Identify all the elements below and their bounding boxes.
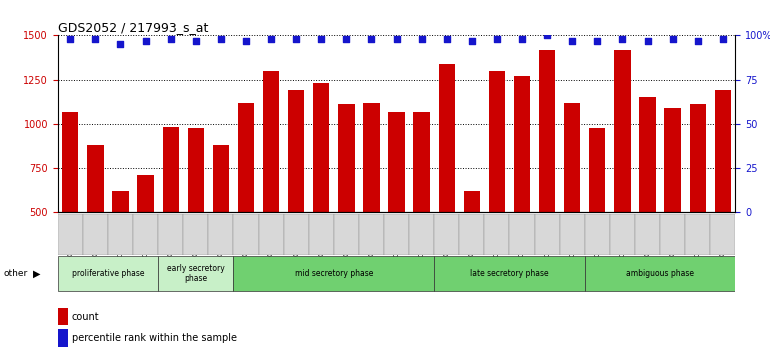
FancyBboxPatch shape [534,214,560,255]
Text: percentile rank within the sample: percentile rank within the sample [72,333,236,343]
Text: early secretory
phase: early secretory phase [167,264,225,283]
Point [340,36,353,42]
Bar [188,128,204,301]
Text: late secretory phase: late secretory phase [470,269,549,278]
FancyBboxPatch shape [259,214,283,255]
Bar [58,329,68,347]
Bar [313,83,330,301]
Bar [614,50,631,301]
Bar [690,104,706,301]
FancyBboxPatch shape [83,214,108,255]
Bar [137,175,154,301]
Bar [464,191,480,301]
FancyBboxPatch shape [133,214,158,255]
Bar [263,71,280,301]
Text: other: other [3,269,27,278]
Point [365,36,377,42]
FancyBboxPatch shape [510,214,534,255]
FancyBboxPatch shape [560,214,584,255]
Point [717,36,729,42]
FancyBboxPatch shape [108,214,133,255]
Bar [62,113,79,301]
FancyBboxPatch shape [409,214,434,255]
FancyBboxPatch shape [610,214,635,255]
Bar [413,112,430,301]
FancyBboxPatch shape [710,214,735,255]
Text: proliferative phase: proliferative phase [72,269,144,278]
Point [516,36,528,42]
Point [416,36,428,42]
Point [139,38,152,44]
Bar [439,64,455,301]
Bar [564,103,581,301]
Point [466,38,478,44]
Text: mid secretory phase: mid secretory phase [295,269,373,278]
FancyBboxPatch shape [309,214,334,255]
Point [591,38,604,44]
Bar [665,108,681,301]
FancyBboxPatch shape [158,256,233,291]
Text: ambiguous phase: ambiguous phase [626,269,694,278]
Bar [112,191,129,301]
Bar [58,308,68,325]
Bar [338,104,354,301]
Bar [288,90,304,301]
FancyBboxPatch shape [434,214,459,255]
Point [64,36,76,42]
Point [290,36,303,42]
Point [315,36,327,42]
FancyBboxPatch shape [209,214,233,255]
Point [114,41,126,47]
FancyBboxPatch shape [334,214,359,255]
FancyBboxPatch shape [359,214,384,255]
Bar [639,97,656,301]
Bar [514,76,531,301]
FancyBboxPatch shape [584,214,610,255]
FancyBboxPatch shape [233,214,259,255]
Point [440,36,453,42]
Bar [162,127,179,301]
Point [265,36,277,42]
FancyBboxPatch shape [233,256,434,291]
Text: ▶: ▶ [33,268,41,279]
FancyBboxPatch shape [660,214,685,255]
Bar [489,71,505,301]
Point [616,36,628,42]
FancyBboxPatch shape [685,214,710,255]
Point [165,36,177,42]
FancyBboxPatch shape [384,214,409,255]
Bar [715,90,731,301]
Point [641,38,654,44]
FancyBboxPatch shape [283,214,309,255]
Bar [388,112,405,301]
Point [215,36,227,42]
Bar [238,103,254,301]
FancyBboxPatch shape [158,214,183,255]
Point [490,36,503,42]
Bar [213,145,229,301]
Point [691,38,704,44]
FancyBboxPatch shape [635,214,660,255]
Point [89,36,102,42]
Bar [589,128,605,301]
Text: count: count [72,312,99,322]
Point [239,38,252,44]
Point [189,38,202,44]
FancyBboxPatch shape [58,256,158,291]
FancyBboxPatch shape [459,214,484,255]
FancyBboxPatch shape [434,256,584,291]
FancyBboxPatch shape [58,214,83,255]
FancyBboxPatch shape [183,214,209,255]
FancyBboxPatch shape [484,214,510,255]
Bar [363,103,380,301]
Point [390,36,403,42]
Point [667,36,679,42]
Bar [539,50,555,301]
Bar [87,145,103,301]
Point [541,33,554,38]
Point [566,38,578,44]
FancyBboxPatch shape [584,256,735,291]
Text: GDS2052 / 217993_s_at: GDS2052 / 217993_s_at [58,21,208,34]
